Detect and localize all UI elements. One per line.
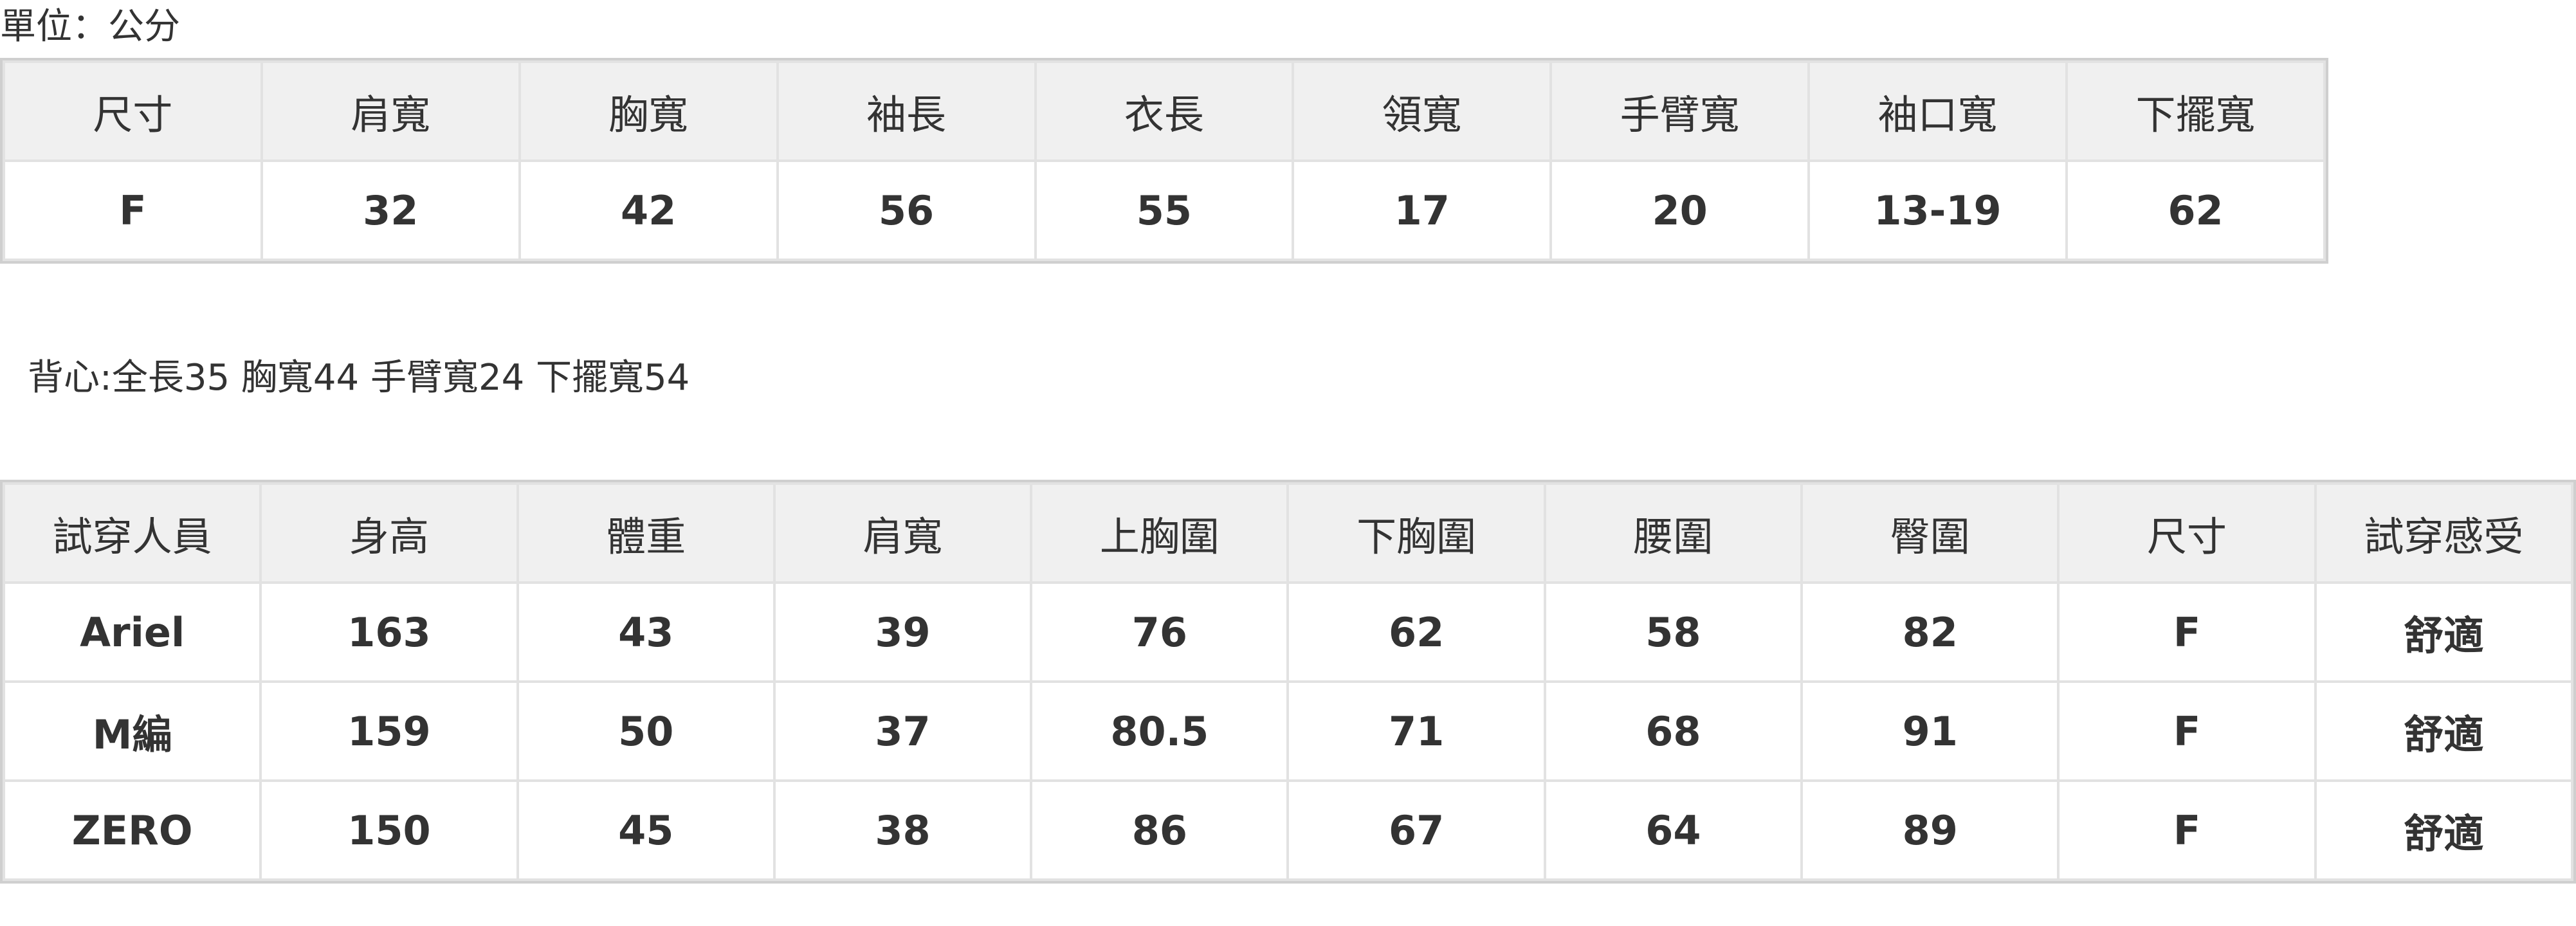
column-header: 領寬: [1294, 63, 1550, 159]
size-table-header-row: 尺寸 肩寬 胸寬 袖長 衣長 領寬 手臂寬 袖口寬 下擺寬: [5, 63, 2323, 159]
table-cell: 80.5: [1032, 683, 1287, 779]
table-cell: 76: [1032, 584, 1287, 680]
column-header: 臀圍: [1803, 485, 2058, 581]
table-cell: 舒適: [2316, 584, 2571, 680]
table-cell: 68: [1546, 683, 1801, 779]
column-header: 上胸圍: [1032, 485, 1287, 581]
table-cell: 159: [262, 683, 516, 779]
table-cell: 42: [520, 162, 776, 259]
column-header: 試穿感受: [2316, 485, 2571, 581]
table-cell: 82: [1803, 584, 2058, 680]
column-header: 尺寸: [2060, 485, 2314, 581]
column-header: 手臂寬: [1552, 63, 1808, 159]
table-row: F 32 42 56 55 17 20 13-19 62: [5, 162, 2323, 259]
table-cell: M編: [5, 683, 260, 779]
table-cell: 62: [2068, 162, 2323, 259]
table-cell: 64: [1546, 782, 1801, 878]
table-cell: 62: [1289, 584, 1544, 680]
size-table: 尺寸 肩寬 胸寬 袖長 衣長 領寬 手臂寬 袖口寬 下擺寬 F 32 42 56 55 17 20 13-19…: [0, 58, 2328, 264]
table-cell: 39: [775, 584, 1030, 680]
table-cell: 56: [778, 162, 1034, 259]
table-cell: 150: [262, 782, 516, 878]
table-cell: F: [5, 162, 260, 259]
table-cell: F: [2060, 782, 2314, 878]
table-cell: F: [2060, 683, 2314, 779]
table-cell: 91: [1803, 683, 2058, 779]
column-header: 下擺寬: [2068, 63, 2323, 159]
column-header: 肩寬: [262, 63, 518, 159]
column-header: 身高: [262, 485, 516, 581]
table-cell: 50: [518, 683, 773, 779]
table-cell: 163: [262, 584, 516, 680]
table-cell: 20: [1552, 162, 1808, 259]
vest-note: 背心:全長35 胸寬44 手臂寬24 下擺寬54: [28, 357, 690, 399]
table-cell: 55: [1036, 162, 1292, 259]
table-cell: 32: [262, 162, 518, 259]
table-cell: Ariel: [5, 584, 260, 680]
table-cell: 86: [1032, 782, 1287, 878]
column-header: 衣長: [1036, 63, 1292, 159]
table-row: M編 159 50 37 80.5 71 68 91 F 舒適: [5, 683, 2571, 779]
table-cell: 43: [518, 584, 773, 680]
table-cell: 89: [1803, 782, 2058, 878]
table-cell: 37: [775, 683, 1030, 779]
table-cell: 58: [1546, 584, 1801, 680]
fitting-table: 試穿人員 身高 體重 肩寬 上胸圍 下胸圍 腰圍 臀圍 尺寸 試穿感受 Ariel 163 43 39 7…: [0, 480, 2576, 884]
column-header: 試穿人員: [5, 485, 260, 581]
table-cell: 13-19: [1810, 162, 2065, 259]
column-header: 體重: [518, 485, 773, 581]
table-row: ZERO 150 45 38 86 67 64 89 F 舒適: [5, 782, 2571, 878]
column-header: 尺寸: [5, 63, 260, 159]
column-header: 肩寬: [775, 485, 1030, 581]
table-cell: 舒適: [2316, 683, 2571, 779]
table-cell: 71: [1289, 683, 1544, 779]
table-cell: 67: [1289, 782, 1544, 878]
column-header: 袖口寬: [1810, 63, 2065, 159]
column-header: 袖長: [778, 63, 1034, 159]
fitting-table-header-row: 試穿人員 身高 體重 肩寬 上胸圍 下胸圍 腰圍 臀圍 尺寸 試穿感受: [5, 485, 2571, 581]
table-cell: 舒適: [2316, 782, 2571, 878]
table-cell: ZERO: [5, 782, 260, 878]
table-cell: F: [2060, 584, 2314, 680]
table-row: Ariel 163 43 39 76 62 58 82 F 舒適: [5, 584, 2571, 680]
column-header: 下胸圍: [1289, 485, 1544, 581]
unit-label: 單位：公分: [0, 6, 180, 48]
column-header: 胸寬: [520, 63, 776, 159]
table-cell: 38: [775, 782, 1030, 878]
table-cell: 45: [518, 782, 773, 878]
column-header: 腰圍: [1546, 485, 1801, 581]
table-cell: 17: [1294, 162, 1550, 259]
